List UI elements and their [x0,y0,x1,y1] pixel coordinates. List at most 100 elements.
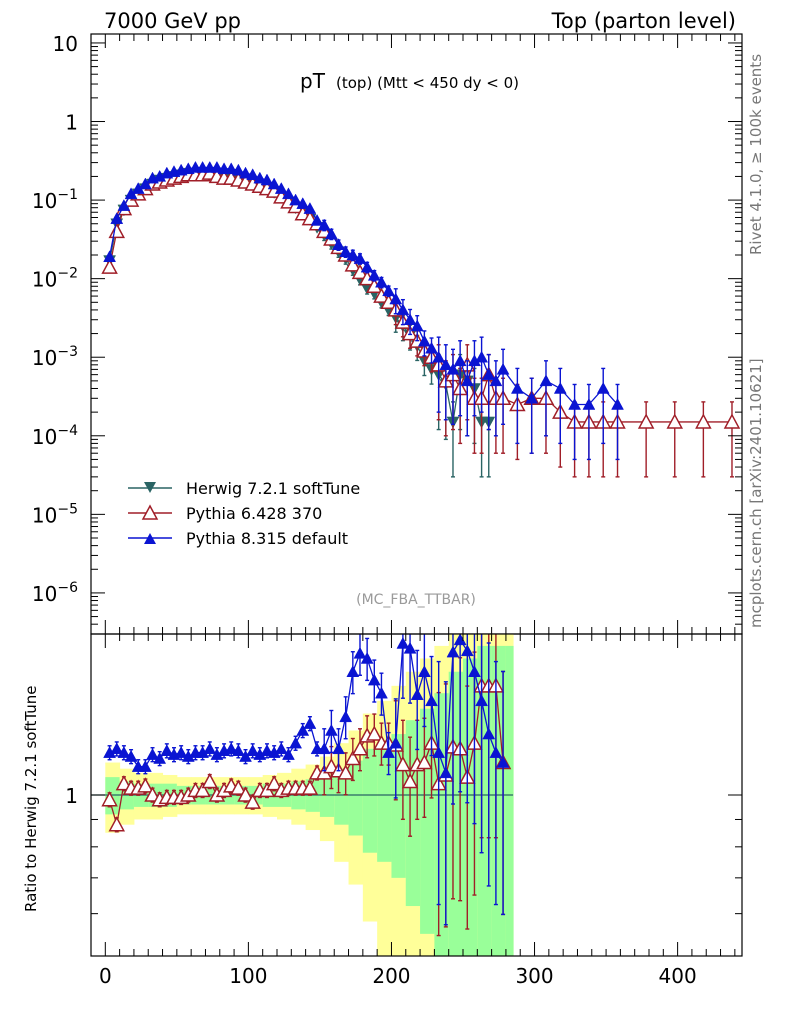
ratio-xtick-label: 0 [99,964,112,988]
legend-label-pythia8: Pythia 8.315 default [186,529,348,548]
marker-pythia6 [344,256,362,272]
chart-title: pT (top) (Mtt < 450 dy < 0) [300,69,519,93]
marker-pythia8 [346,248,360,261]
ratio-marker-pythia8 [353,646,367,659]
ratio-band-green [319,774,335,817]
main-ytick-label: 10−3 [32,344,78,370]
marker-pythia8 [403,313,417,325]
ratio-y-axis: 1 [65,633,742,957]
marker-pythia8 [446,362,460,375]
ratio-marker-pythia8 [146,748,159,760]
ratio-marker-pythia6 [366,725,383,741]
ratio-band-green [377,743,392,862]
ratio-ytick-label: 1 [65,784,78,808]
main-series-line [108,172,732,423]
marker-pythia8 [539,374,553,387]
main-x-ticks [104,34,736,634]
main-ytick-label: 10−6 [32,580,78,606]
ratio-marker-pythia6 [344,749,362,766]
ratio-band-green [491,645,507,956]
marker-pythia6 [637,413,655,429]
ratio-xtick-label: 100 [229,964,267,988]
marker-pythia8 [553,381,567,394]
marker-pythia8 [231,163,245,176]
ratio-band-green [463,658,478,956]
ratio-band-green [362,748,378,853]
marker-pythia8 [489,374,503,387]
marker-pythia8 [582,397,596,410]
marker-pythia8 [482,368,496,380]
mcplots-label: mcplots.cern.ch [arXiv:2401.10621] [747,358,765,628]
ratio-x-axis: 0 100 200 300 400 [99,634,736,988]
marker-pythia8 [417,334,431,347]
header-left: 7000 GeV pp [104,9,241,33]
ratio-marker-pythia8 [475,694,489,707]
ratio-marker-pythia8 [339,710,353,723]
ratio-marker-pythia8 [231,744,245,756]
ratio-marker-pythia6 [230,779,247,795]
ratio-marker-pythia8 [153,752,167,764]
marker-pythia8 [432,350,446,363]
marker-pythia8 [303,202,317,214]
marker-pythia8 [260,173,274,186]
main-y-axis: 10−6 10−5 10−4 10−3 10−2 10−1 1 10 [32,32,742,635]
marker-pythia6 [723,413,741,429]
ratio-marker-pythia8 [425,694,438,707]
ratio-marker-pythia8 [246,744,260,756]
ratio-marker-pythia8 [289,736,303,749]
ratio-marker-pythia8 [375,686,388,699]
analysis-watermark: (MC_FBA_TTBAR) [356,592,476,608]
marker-pythia8 [103,250,117,263]
marker-pythia8 [224,162,238,175]
marker-pythia8 [425,341,438,354]
marker-pythia8 [568,397,582,410]
marker-pythia8 [138,177,152,190]
ratio-marker-pythia8 [224,742,238,755]
ratio-marker-pythia8 [138,760,152,772]
marker-pythia8 [317,218,331,231]
ratio-band-green [448,671,464,956]
marker-pythia6 [108,222,126,239]
marker-pythia8 [389,292,403,305]
ratio-xtick-label: 300 [515,964,553,988]
marker-pythia8 [382,284,396,297]
marker-pythia6 [666,413,684,429]
legend-label-pythia6: Pythia 6.428 370 [186,504,322,523]
ratio-marker-pythia8 [124,750,138,762]
ratio-marker-pythia8 [296,723,310,736]
ratio-marker-pythia8 [239,750,252,762]
marker-pythia8 [460,374,474,387]
ratio-marker-pythia6 [244,793,261,809]
header-right: Top (parton level) [551,9,736,33]
marker-pythia8 [210,160,224,173]
marker-pythia8 [246,168,260,181]
ratio-marker-pythia6 [137,777,154,793]
ratio-marker-pythia8 [174,746,188,758]
ratio-marker-pythia8 [332,742,345,755]
legend-entry-herwig: Herwig 7.2.1 softTune [128,479,360,498]
marker-pythia8 [525,391,539,404]
marker-pythia6 [101,258,118,274]
marker-pythia8 [360,260,374,273]
main-data-layer [101,160,741,478]
main-ytick-label: 10−1 [32,187,78,213]
main-ytick-label: 10−2 [32,266,78,292]
rivet-label: Rivet 4.1.0, ≥ 100k events [747,54,765,255]
marker-pythia8 [117,199,131,211]
ratio-marker-pythia8 [360,651,374,664]
ratio-data-layer [101,634,512,937]
ratio-marker-pythia8 [317,742,331,755]
marker-pythia8 [611,397,624,410]
main-ytick-label: 10−5 [32,501,78,527]
main-ytick-label: 10−4 [32,423,78,449]
ratio-marker-pythia6 [101,791,118,807]
marker-pythia8 [439,358,453,371]
marker-pythia8 [339,245,353,257]
ratio-marker-pythia8 [403,641,417,654]
ratio-band-green [348,760,364,836]
ratio-marker-pythia8 [460,644,474,657]
ratio-marker-pythia8 [324,723,338,736]
ratio-marker-pythia8 [432,746,446,758]
ratio-marker-pythia8 [346,665,360,677]
